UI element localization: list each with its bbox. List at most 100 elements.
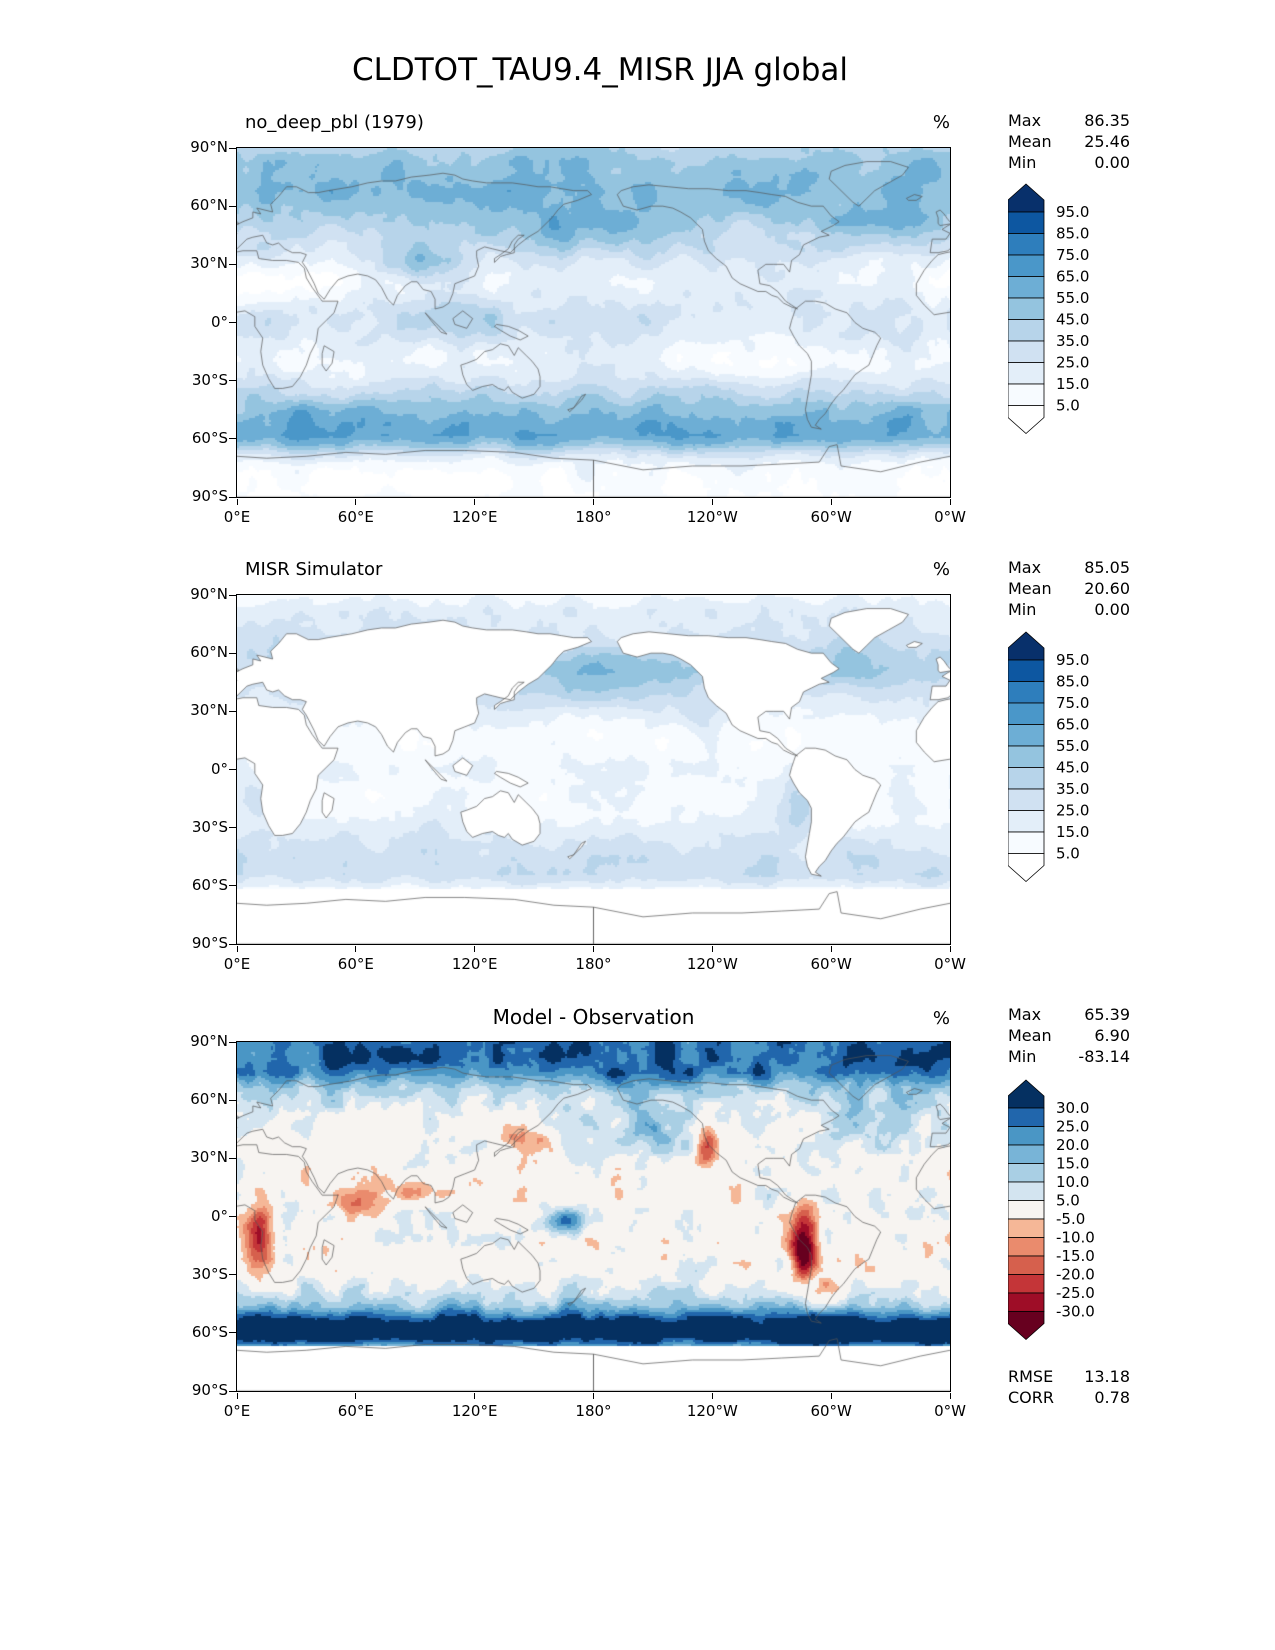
colorbar-tick-label: 5.0 — [1056, 397, 1080, 415]
x-tick-label: 60°E — [337, 955, 374, 973]
tick-mark — [830, 499, 832, 505]
unit-label-difference: % — [932, 1008, 950, 1029]
x-tick-label: 0°E — [223, 955, 251, 973]
colorbar-tick-label: 15.0 — [1056, 823, 1089, 841]
x-tick-label: 60°W — [810, 508, 852, 526]
colorbar-svg: 30.025.020.015.010.05.0-5.0-10.0-15.0-20… — [1007, 1079, 1095, 1341]
stat-value: 86.35 — [1084, 111, 1130, 130]
tick-mark — [229, 710, 236, 712]
x-tick-label: 120°E — [451, 1402, 498, 1420]
tick-mark — [593, 1393, 594, 1399]
tick-mark — [229, 322, 236, 323]
colorbar-tick-label: 25.0 — [1056, 354, 1089, 372]
y-tick-label: 60°N — [190, 196, 228, 215]
y-tick-label: 30°S — [191, 817, 228, 836]
colorbar-tick-label: 45.0 — [1056, 759, 1089, 777]
colorbar-model: 95.0 85.0 75.0 65.0 55.0 45.0 35.0 25.0 15.0 5.0 — [1007, 182, 1138, 436]
stat-label: Mean — [1008, 579, 1052, 598]
colorbar-tick-label: -25.0 — [1056, 1284, 1095, 1302]
tick-mark — [229, 885, 236, 887]
stat-label: CORR — [1008, 1388, 1054, 1407]
colorbar-svg: 95.0 85.0 75.0 65.0 55.0 45.0 35.0 25.0 15.0 5.0 — [1007, 631, 1089, 883]
tick-mark — [949, 499, 951, 505]
x-tick-label: 120°E — [451, 955, 498, 973]
tick-mark — [229, 205, 236, 207]
tick-mark — [830, 1393, 832, 1399]
colorbar-tick-label: 10.0 — [1056, 1173, 1089, 1191]
tick-mark — [229, 1390, 236, 1392]
tick-mark — [229, 1216, 236, 1217]
tick-mark — [830, 946, 832, 952]
map-canvas-model — [236, 147, 951, 498]
y-tick-label: 90°N — [190, 138, 228, 156]
x-tick-label: 120°W — [686, 1402, 738, 1420]
x-tick-label: 0°E — [223, 1402, 251, 1420]
stat-row: Mean 6.90 — [1008, 1025, 1130, 1046]
colorbar-tick-label: -15.0 — [1056, 1247, 1095, 1265]
panel-title-difference: Model - Observation — [492, 1005, 695, 1029]
colorbar-tick-label: 55.0 — [1056, 737, 1089, 755]
colorbar-observation: 95.0 85.0 75.0 65.0 55.0 45.0 35.0 25.0 15.0 5.0 — [1007, 630, 1138, 884]
y-tick-label: 60°S — [191, 428, 228, 447]
stat-row: Min -83.14 — [1008, 1046, 1130, 1067]
colorbar-tick-label: 15.0 — [1056, 1155, 1089, 1173]
tick-mark — [711, 1393, 713, 1399]
y-tick-label: 30°N — [190, 701, 228, 720]
stat-row: Min 0.00 — [1008, 599, 1130, 620]
y-tick-label: 0° — [210, 1206, 228, 1225]
stat-row: Max 86.35 — [1008, 110, 1130, 131]
tick-mark — [474, 499, 476, 505]
tick-mark — [229, 1332, 236, 1334]
stat-value: 6.90 — [1094, 1026, 1130, 1045]
tick-mark — [229, 1099, 236, 1101]
tick-mark — [229, 1157, 236, 1159]
tick-mark — [229, 263, 236, 265]
x-tick-label: 120°W — [686, 508, 738, 526]
colorbar-tick-label: 45.0 — [1056, 311, 1089, 329]
stat-row: Mean 20.60 — [1008, 578, 1130, 599]
tick-mark — [949, 946, 951, 952]
colorbar-tick-label: 15.0 — [1056, 375, 1089, 393]
stats-rmse-corr: RMSE 13.18 CORR 0.78 — [1008, 1366, 1130, 1408]
panel-title-observation: MISR Simulator — [245, 559, 383, 580]
tick-mark — [711, 499, 713, 505]
tick-mark — [355, 499, 357, 505]
y-tick-label: 90°S — [191, 487, 228, 505]
colorbar-svg: 95.0 85.0 75.0 65.0 55.0 45.0 35.0 25.0 15.0 5.0 — [1007, 183, 1089, 435]
tick-mark — [236, 946, 238, 952]
stat-value: 25.46 — [1084, 132, 1130, 151]
tick-mark — [474, 946, 476, 952]
colorbar-tick-label: 30.0 — [1056, 1099, 1089, 1117]
tick-mark — [229, 594, 236, 596]
colorbar-tick-label: 65.0 — [1056, 268, 1089, 286]
colorbar-difference: 30.0 25.0 20.0 15.0 10.0 5.0 -5.0 -10.0 -15.0 -20… — [1007, 1078, 1138, 1342]
colorbar-tick-label: 5.0 — [1056, 1192, 1080, 1210]
x-tick-label: 0°W — [934, 1402, 966, 1420]
y-tick-label: 30°N — [190, 1148, 228, 1167]
stat-label: Max — [1008, 1005, 1042, 1024]
colorbar-tick-label: 25.0 — [1056, 1118, 1089, 1136]
x-tick-label: 60°E — [337, 1402, 374, 1420]
tick-mark — [229, 943, 236, 945]
stat-value: 20.60 — [1084, 579, 1130, 598]
colorbar-tick-label: -20.0 — [1056, 1266, 1095, 1284]
x-tick-label: 180° — [575, 1402, 612, 1420]
tick-mark — [229, 769, 236, 770]
tick-mark — [229, 496, 236, 498]
stat-label: Min — [1008, 1047, 1037, 1066]
y-tick-label: 90°S — [191, 934, 228, 952]
colorbar-tick-label: -30.0 — [1056, 1303, 1095, 1321]
unit-label-model: % — [932, 112, 950, 133]
tick-mark — [593, 946, 594, 952]
x-tick-label: 120°W — [686, 955, 738, 973]
tick-mark — [229, 652, 236, 654]
colorbar-tick-label: 85.0 — [1056, 225, 1089, 243]
tick-mark — [711, 946, 713, 952]
tick-mark — [355, 1393, 357, 1399]
tick-mark — [236, 1393, 238, 1399]
x-tick-label: 60°W — [810, 1402, 852, 1420]
x-tick-label: 180° — [575, 955, 612, 973]
y-tick-label: 60°N — [190, 1090, 228, 1109]
colorbar-tick-label: 75.0 — [1056, 246, 1089, 264]
